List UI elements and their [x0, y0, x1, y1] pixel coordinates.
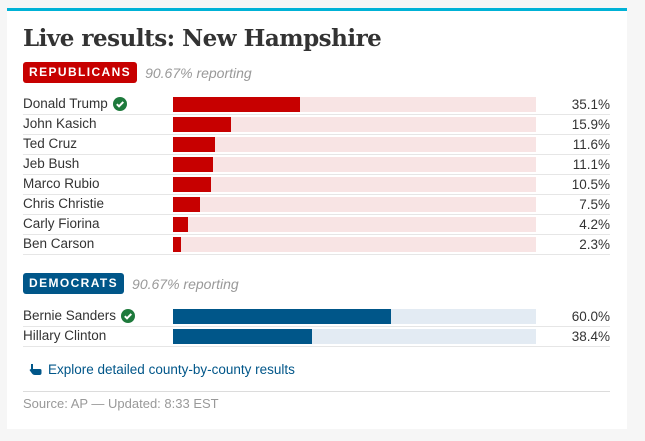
result-bar-track — [173, 329, 536, 344]
democrats-header: DEMOCRATS 90.67% reporting — [23, 273, 239, 294]
result-bar — [173, 97, 301, 112]
democrats-reporting: 90.67% reporting — [132, 275, 239, 292]
candidate-percent: 38.4% — [571, 329, 610, 344]
candidate-row: Ted Cruz 11.6% — [23, 135, 610, 155]
candidate-percent: 11.6% — [572, 137, 610, 152]
result-bar-track — [173, 217, 536, 232]
candidate-percent: 35.1% — [571, 97, 610, 112]
candidate-row: Donald Trump 35.1% — [23, 95, 610, 115]
pointing-hand-icon — [29, 364, 42, 375]
candidate-percent: 11.1% — [572, 157, 610, 172]
result-bar-track — [173, 237, 536, 252]
candidate-row: Ben Carson 2.3% — [23, 235, 610, 255]
republicans-reporting: 90.67% reporting — [145, 64, 252, 81]
check-circle-icon — [112, 96, 127, 111]
candidate-row: John Kasich 15.9% — [23, 115, 610, 135]
republicans-results: Donald Trump 35.1% John Kasich 15.9% Ted C… — [23, 95, 610, 255]
candidate-name: Donald Trump — [23, 96, 108, 111]
candidate-name: Jeb Bush — [23, 156, 80, 171]
candidate-name: Carly Fiorina — [23, 216, 100, 231]
candidate-name: Bernie Sanders — [23, 308, 117, 323]
footer-divider — [23, 391, 610, 392]
result-bar — [173, 237, 182, 252]
democrats-badge: DEMOCRATS — [23, 273, 125, 294]
result-bar-track — [173, 157, 536, 172]
result-bar-track — [173, 137, 536, 152]
candidate-percent: 2.3% — [579, 237, 610, 252]
candidate-name: Hillary Clinton — [23, 328, 107, 343]
result-bar — [173, 217, 189, 232]
candidate-row: Jeb Bush 11.1% — [23, 155, 610, 175]
result-bar-track — [173, 177, 536, 192]
candidate-name: Ben Carson — [23, 236, 95, 251]
candidate-row: Bernie Sanders 60.0% — [23, 307, 610, 327]
candidate-row: Marco Rubio 10.5% — [23, 175, 610, 195]
candidate-percent: 10.5% — [571, 177, 610, 192]
explore-county-results-link[interactable]: Explore detailed county-by-county result… — [29, 362, 295, 377]
candidate-percent: 15.9% — [571, 117, 610, 132]
republicans-badge: REPUBLICANS — [23, 62, 138, 83]
result-bar-track — [173, 309, 536, 324]
candidate-name: Ted Cruz — [23, 136, 78, 151]
result-bar — [173, 157, 214, 172]
candidate-row: Carly Fiorina 4.2% — [23, 215, 610, 235]
check-circle-icon — [121, 308, 136, 323]
candidate-row: Hillary Clinton 38.4% — [23, 327, 610, 347]
candidate-name: Marco Rubio — [23, 176, 100, 191]
candidate-name: Chris Christie — [23, 196, 105, 211]
result-bar — [173, 137, 216, 152]
candidate-row: Chris Christie 7.5% — [23, 195, 610, 215]
result-bar — [173, 329, 313, 344]
result-bar — [173, 177, 212, 192]
democrats-results: Bernie Sanders 60.0% Hillary Clinton 38.4% — [23, 307, 610, 347]
candidate-percent: 4.2% — [579, 217, 610, 232]
result-bar — [173, 197, 201, 212]
source-note: Source: AP — Updated: 8:33 EST — [23, 396, 219, 411]
page-title: Live results: New Hampshire — [23, 25, 382, 52]
candidate-percent: 7.5% — [579, 197, 610, 212]
result-bar — [173, 117, 231, 132]
result-bar-track — [173, 117, 536, 132]
candidate-name: John Kasich — [23, 116, 97, 131]
result-bar — [173, 309, 391, 324]
explore-link-label: Explore detailed county-by-county result… — [48, 362, 295, 377]
results-card: Live results: New Hampshire REPUBLICANS … — [7, 8, 627, 429]
result-bar-track — [173, 197, 536, 212]
republicans-header: REPUBLICANS 90.67% reporting — [23, 62, 252, 83]
result-bar-track — [173, 97, 536, 112]
candidate-percent: 60.0% — [571, 309, 610, 324]
